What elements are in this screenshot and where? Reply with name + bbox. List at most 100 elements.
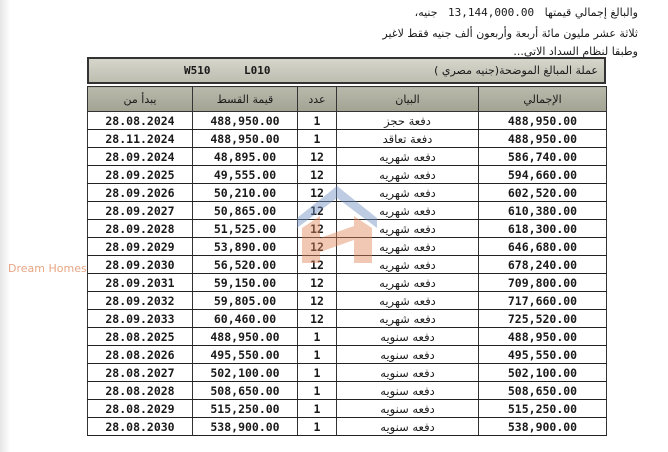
table-row: 28.08.2025 488,950.00 1 دفعه سنويه 488,950.0… <box>87 327 607 346</box>
cell-description: دفعة تعاقد <box>336 129 479 148</box>
cell-count: 12 <box>297 273 337 292</box>
cell-total: 488,950.00 <box>478 327 607 346</box>
table-row: 28.09.2030 56,520.00 12 دفعه شهريه 678,240.0… <box>87 255 607 274</box>
header-count: عدد <box>297 86 337 112</box>
table-row: 28.09.2031 59,150.00 12 دفعه شهريه 709,800.0… <box>87 273 607 292</box>
cell-start: 28.09.2031 <box>87 273 193 292</box>
intro-suffix: جنيه، <box>414 6 438 19</box>
cell-installment: 60,460.00 <box>192 309 298 328</box>
table-row: 28.08.2024 488,950.00 1 دفعة حجز 488,950.00 <box>87 111 607 130</box>
cell-total: 646,680.00 <box>478 237 607 256</box>
cell-count: 12 <box>297 165 337 184</box>
cell-description: دفعه سنويه <box>336 381 479 400</box>
cell-count: 12 <box>297 309 337 328</box>
watermark-text: Dream Homes <box>8 262 87 275</box>
cell-start: 28.09.2030 <box>87 255 193 274</box>
table-row: 28.09.2033 60,460.00 12 دفعه شهريه 725,520.0… <box>87 309 607 328</box>
cell-installment: 488,950.00 <box>192 111 298 130</box>
cell-installment: 59,805.00 <box>192 291 298 310</box>
cell-start: 28.09.2026 <box>87 183 193 202</box>
cell-total: 678,240.00 <box>478 255 607 274</box>
cell-count: 12 <box>297 219 337 238</box>
cell-start: 28.09.2032 <box>87 291 193 310</box>
cell-installment: 508,650.00 <box>192 381 298 400</box>
cell-description: دفعة حجز <box>336 111 479 130</box>
table-row: 28.09.2026 50,210.00 12 دفعه شهريه 602,520.0… <box>87 183 607 202</box>
cell-count: 1 <box>297 381 337 400</box>
cell-description: دفعه شهريه <box>336 219 479 238</box>
header-start: يبدأ من <box>87 86 193 112</box>
cell-description: دفعه شهريه <box>336 237 479 256</box>
cell-installment: 495,550.00 <box>192 345 298 364</box>
cell-installment: 48,895.00 <box>192 147 298 166</box>
cell-installment: 488,950.00 <box>192 129 298 148</box>
cell-installment: 538,900.00 <box>192 417 298 436</box>
table-row: 28.08.2027 502,100.00 1 دفعه سنويه 502,100.0… <box>87 363 607 382</box>
cell-installment: 50,210.00 <box>192 183 298 202</box>
cell-total: 502,100.00 <box>478 363 607 382</box>
cell-count: 1 <box>297 345 337 364</box>
intro-line-3: وطبقا لنظام السداد الاتي... <box>513 45 638 58</box>
table-row: 28.08.2028 508,650.00 1 دفعه سنويه 508,650.0… <box>87 381 607 400</box>
currency-box: عملة المبالغ الموضحة(جنيه مصري ) L010 W5… <box>87 57 606 84</box>
table-row: 28.08.2029 515,250.00 1 دفعه سنويه 515,250.0… <box>87 399 607 418</box>
cell-start: 28.09.2029 <box>87 237 193 256</box>
table-row: 28.09.2028 51,525.00 12 دفعه شهريه 618,300.0… <box>87 219 607 238</box>
cell-start: 28.08.2026 <box>87 345 193 364</box>
cell-start: 28.09.2027 <box>87 201 193 220</box>
cell-count: 12 <box>297 255 337 274</box>
cell-count: 1 <box>297 327 337 346</box>
cell-start: 28.11.2024 <box>87 129 193 148</box>
cell-count: 1 <box>297 399 337 418</box>
cell-installment: 488,950.00 <box>192 327 298 346</box>
table-row: 28.11.2024 488,950.00 1 دفعة تعاقد 488,950.0… <box>87 129 607 148</box>
table-row: 28.08.2026 495,550.00 1 دفعه سنويه 495,550.0… <box>87 345 607 364</box>
cell-total: 717,660.00 <box>478 291 607 310</box>
cell-description: دفعه شهريه <box>336 183 479 202</box>
cell-start: 28.09.2025 <box>87 165 193 184</box>
table-header-row: يبدأ من قيمة القسط عدد البيان الإجمالي <box>87 86 607 112</box>
cell-installment: 515,250.00 <box>192 399 298 418</box>
table-row: 28.09.2032 59,805.00 12 دفعه شهريه 717,660.0… <box>87 291 607 310</box>
cell-total: 586,740.00 <box>478 147 607 166</box>
cell-start: 28.08.2030 <box>87 417 193 436</box>
cell-count: 1 <box>297 111 337 130</box>
cell-total: 709,800.00 <box>478 273 607 292</box>
cell-start: 28.09.2033 <box>87 309 193 328</box>
cell-count: 12 <box>297 183 337 202</box>
cell-start: 28.08.2025 <box>87 327 193 346</box>
cell-count: 12 <box>297 237 337 256</box>
cell-count: 1 <box>297 129 337 148</box>
header-installment: قيمة القسط <box>192 86 298 112</box>
cell-count: 12 <box>297 291 337 310</box>
cell-installment: 49,555.00 <box>192 165 298 184</box>
cell-total: 725,520.00 <box>478 309 607 328</box>
cell-start: 28.08.2027 <box>87 363 193 382</box>
table-row: 28.09.2024 48,895.00 12 دفعه شهريه 586,740.0… <box>87 147 607 166</box>
cell-count: 1 <box>297 417 337 436</box>
cell-installment: 56,520.00 <box>192 255 298 274</box>
cell-start: 28.08.2029 <box>87 399 193 418</box>
cell-start: 28.08.2024 <box>87 111 193 130</box>
cell-description: دفعه سنويه <box>336 345 479 364</box>
intro-line-2: ثلاثة عشر مليون مائة أربعة وأربعون ألف ج… <box>382 27 638 40</box>
table-row: 28.08.2030 538,900.00 1 دفعه سنويه 538,900.0… <box>87 417 607 436</box>
cell-start: 28.09.2028 <box>87 219 193 238</box>
contract-total: 13,144,000.00 <box>448 6 535 19</box>
table-row: 28.09.2029 53,890.00 12 دفعه شهريه 646,680.0… <box>87 237 607 256</box>
cell-total: 488,950.00 <box>478 111 607 130</box>
intro-prefix: والبالغ إجمالي قيمتها <box>544 6 638 19</box>
cell-total: 515,250.00 <box>478 399 607 418</box>
cell-total: 495,550.00 <box>478 345 607 364</box>
cell-installment: 59,150.00 <box>192 273 298 292</box>
cell-total: 610,380.00 <box>478 201 607 220</box>
cell-description: دفعه شهريه <box>336 201 479 220</box>
cell-total: 508,650.00 <box>478 381 607 400</box>
cell-description: دفعه شهريه <box>336 165 479 184</box>
cell-description: دفعه شهريه <box>336 291 479 310</box>
payment-schedule-table: يبدأ من قيمة القسط عدد البيان الإجمالي 2… <box>87 86 607 436</box>
intro-line-1: والبالغ إجمالي قيمتها 13,144,000.00 جنيه… <box>415 6 638 19</box>
cell-count: 12 <box>297 201 337 220</box>
cell-installment: 53,890.00 <box>192 237 298 256</box>
cell-total: 602,520.00 <box>478 183 607 202</box>
